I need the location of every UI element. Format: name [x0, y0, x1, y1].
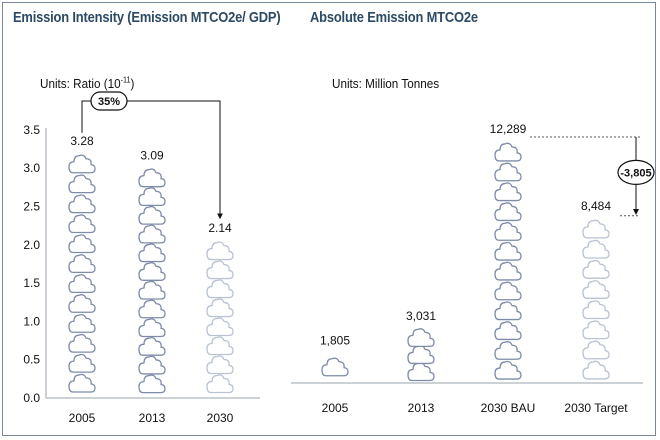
cloud-icon	[494, 222, 522, 241]
cloud-icon	[494, 281, 522, 301]
cloud-icon	[582, 360, 610, 380]
cloud-icon	[407, 328, 435, 348]
cloud-icon	[582, 320, 610, 340]
cloud-icon	[206, 355, 234, 375]
absolute-bar-2030-Target	[582, 219, 610, 380]
cloud-icon	[494, 142, 522, 162]
intensity-reduction-badge	[90, 91, 128, 111]
cloud-icon	[138, 243, 166, 263]
absolute-category-label: 2030 BAU	[481, 401, 536, 415]
cloud-icon	[138, 280, 166, 300]
intensity-bar-2030	[206, 241, 234, 394]
cloud-icon	[494, 360, 522, 380]
intensity-units-text: Units: Ratio (10	[40, 76, 121, 91]
intensity-category-label: 2030	[207, 411, 234, 425]
cloud-icon	[68, 353, 96, 373]
y-tick-label: 2.0	[23, 238, 40, 252]
y-tick-label: 2.5	[23, 200, 40, 214]
cloud-icon	[138, 187, 166, 207]
intensity-reduction-label: 35%	[98, 96, 120, 108]
absolute-units-label: Units: Million Tonnes	[332, 76, 440, 91]
intensity-chart-title: Emission Intensity (Emission MTCO2e/ GDP…	[13, 9, 281, 26]
absolute-bar-2013	[407, 328, 435, 382]
intensity-units-label: Units: Ratio (10-11)	[40, 76, 134, 91]
cloud-icon	[68, 174, 96, 194]
cloud-icon	[138, 299, 166, 319]
cloud-icon	[68, 154, 96, 174]
intensity-value-label: 2.14	[208, 221, 232, 235]
y-tick-label: 0.0	[23, 391, 40, 405]
cloud-icon	[68, 274, 96, 293]
intensity-category-label: 2013	[139, 411, 166, 425]
absolute-chart-title: Absolute Emission MTCO2e	[310, 9, 478, 26]
intensity-value-label: 3.09	[140, 148, 164, 162]
cloud-icon	[582, 219, 610, 239]
absolute-bar-2005	[321, 357, 349, 377]
absolute-value-label: 1,805	[320, 334, 350, 348]
cloud-icon	[138, 168, 166, 188]
cloud-icon	[68, 294, 96, 313]
intensity-units-close: )	[130, 76, 135, 91]
cloud-icon	[494, 301, 522, 321]
intensity-bar-2005	[68, 154, 96, 393]
cloud-icon	[407, 345, 435, 365]
cloud-icon	[138, 205, 166, 225]
cloud-icon	[321, 357, 349, 377]
cloud-icon	[582, 259, 610, 279]
cloud-icon	[138, 262, 166, 281]
cloud-icon	[138, 336, 166, 356]
cloud-icon	[68, 314, 96, 333]
cloud-icon	[206, 279, 234, 299]
cloud-icon	[138, 374, 166, 394]
cloud-icon	[68, 373, 96, 393]
absolute-reduction-label: -3,805	[620, 167, 651, 179]
cloud-icon	[138, 224, 166, 244]
intensity-reduction-arrow	[81, 100, 223, 220]
cloud-icon	[494, 321, 522, 341]
absolute-reduction-badge	[617, 159, 655, 185]
absolute-value-label: 12,289	[490, 122, 527, 136]
y-tick-label: 3.5	[23, 123, 40, 137]
cloud-icon	[68, 254, 96, 274]
cloud-icon	[68, 214, 96, 234]
absolute-category-label: 2005	[322, 401, 349, 415]
cloud-icon	[68, 333, 96, 353]
cloud-icon	[206, 260, 234, 280]
cloud-icon	[206, 336, 234, 356]
cloud-icon	[494, 261, 522, 281]
intensity-units-exponent: -11	[120, 75, 131, 85]
cloud-icon	[494, 241, 522, 261]
absolute-category-label: 2030 Target	[564, 401, 628, 415]
cloud-icon	[582, 300, 610, 320]
y-tick-label: 1.0	[23, 314, 40, 328]
cloud-icon	[206, 374, 234, 394]
cloud-icon	[494, 182, 522, 202]
intensity-category-label: 2005	[69, 411, 96, 425]
cloud-icon	[494, 341, 522, 360]
absolute-value-label: 3,031	[406, 309, 436, 323]
absolute-category-label: 2013	[408, 401, 435, 415]
cloud-icon	[582, 340, 610, 360]
cloud-icon	[206, 317, 234, 337]
intensity-value-label: 3.28	[70, 134, 94, 148]
cloud-icon	[582, 280, 610, 299]
cloud-icon	[138, 355, 166, 375]
absolute-bar-2030-BAU	[494, 142, 522, 380]
y-tick-label: 1.5	[23, 276, 40, 290]
cloud-icon	[582, 239, 610, 259]
y-tick-label: 0.5	[23, 353, 40, 367]
cloud-icon	[206, 241, 234, 261]
y-tick-label: 3.0	[23, 161, 40, 175]
cloud-icon	[206, 298, 234, 318]
cloud-icon	[68, 194, 96, 214]
cloud-icon	[138, 318, 166, 338]
cloud-icon	[68, 234, 96, 254]
cloud-icon	[407, 362, 435, 382]
cloud-icon	[494, 162, 522, 182]
cloud-icon	[494, 202, 522, 222]
absolute-value-label: 8,484	[581, 199, 611, 213]
intensity-bar-2013	[138, 168, 166, 394]
